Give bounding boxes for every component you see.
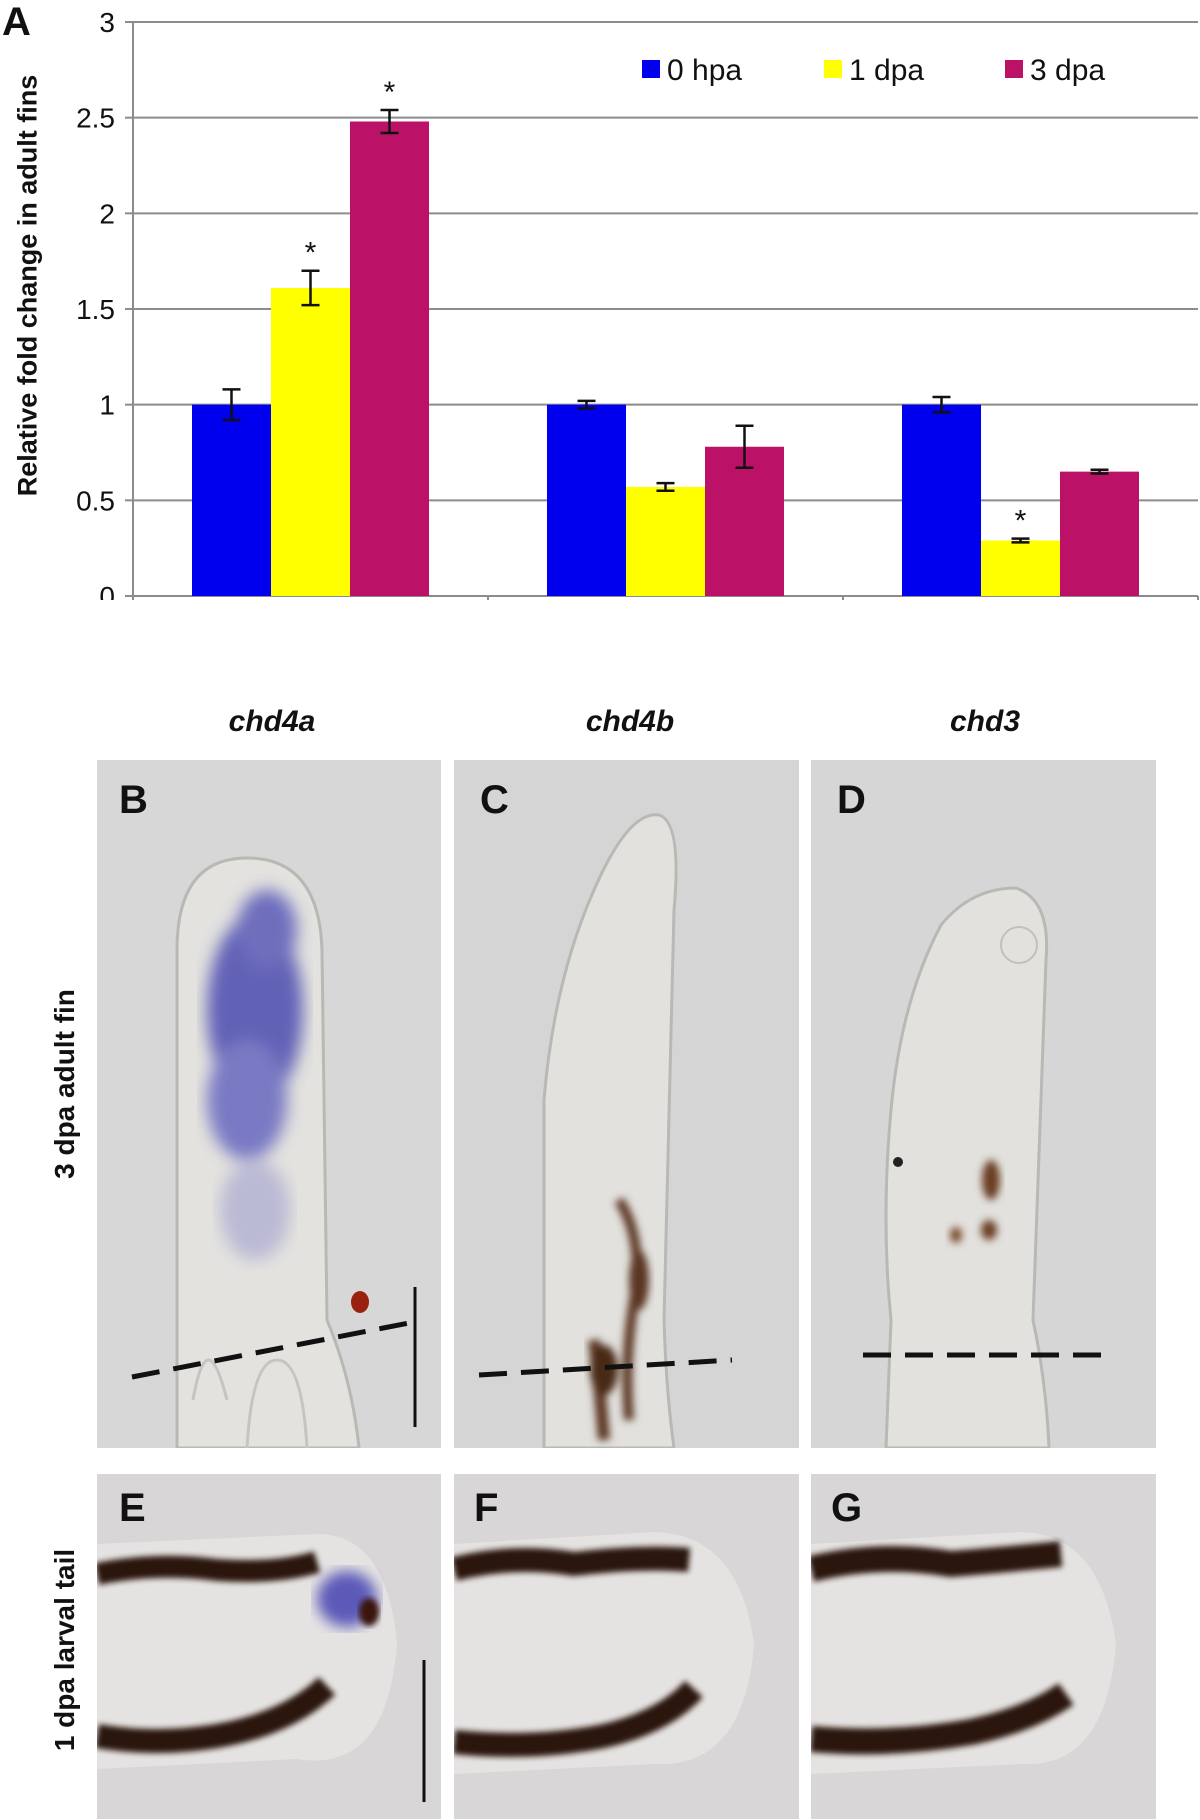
bar [981, 540, 1060, 596]
legend-swatch [642, 60, 660, 78]
panel-label-e: E [119, 1486, 146, 1530]
photo-panel-e: E [97, 1474, 441, 1819]
bar [1060, 471, 1139, 596]
bar [705, 446, 784, 596]
photo-panel-d: D [811, 760, 1156, 1448]
pigment-d [950, 1160, 1000, 1243]
amputation-line-b [131, 1320, 410, 1380]
column-title-chd4a: chd4a [228, 705, 316, 738]
y-tick-label: 0.5 [76, 485, 115, 516]
y-tick-label: 3 [99, 7, 115, 38]
panel-label-f: F [474, 1486, 499, 1530]
pigment-stripes-g [811, 1541, 1074, 1755]
panel-label-b: B [119, 778, 148, 822]
y-tick-label: 1.5 [76, 294, 115, 325]
pigment-stripes-f [454, 1546, 703, 1757]
row-label-larval: 1 dpa larval tail [49, 1548, 80, 1752]
photo-panel-b: B [97, 760, 441, 1448]
column-title-chd3: chd3 [949, 705, 1021, 738]
fin-outline-d [884, 886, 1051, 1448]
significance-asterisk: * [305, 237, 317, 270]
bar [626, 486, 705, 596]
pigment-stripes-e [97, 1551, 336, 1753]
bar [902, 404, 981, 596]
row-label-adult: 3 dpa adult fin [49, 989, 80, 1179]
panel-label-a: A [2, 0, 31, 44]
photo-panel-g: G [811, 1474, 1156, 1819]
panel-label-d: D [837, 778, 866, 822]
panel-label-c: C [480, 778, 509, 822]
legend-swatch [824, 60, 842, 78]
bar [271, 287, 350, 596]
photo-panel-f: F [454, 1474, 799, 1819]
bar [547, 404, 626, 596]
photo-panel-c: C [454, 760, 799, 1448]
y-tick-label: 2 [99, 198, 115, 229]
legend-label: 0 hpa [667, 54, 742, 87]
amputation-line-c [478, 1357, 733, 1378]
y-tick-label: 2.5 [76, 103, 115, 134]
panel-label-g: G [831, 1486, 863, 1530]
pigment-c [588, 1197, 649, 1441]
bar [192, 404, 271, 596]
chd4a-stain [207, 890, 303, 1160]
bar [350, 121, 429, 596]
column-title-chd4b: chd4b [585, 705, 675, 738]
y-tick-label: 1 [99, 390, 115, 421]
legend-label: 3 dpa [1030, 54, 1105, 87]
legend-label: 1 dpa [849, 54, 924, 87]
y-tick-label: 0 [99, 581, 115, 600]
legend-swatch [1005, 60, 1023, 78]
significance-asterisk: * [384, 76, 396, 109]
pigment-spot-b [351, 1291, 369, 1313]
significance-asterisk: * [1015, 505, 1027, 538]
